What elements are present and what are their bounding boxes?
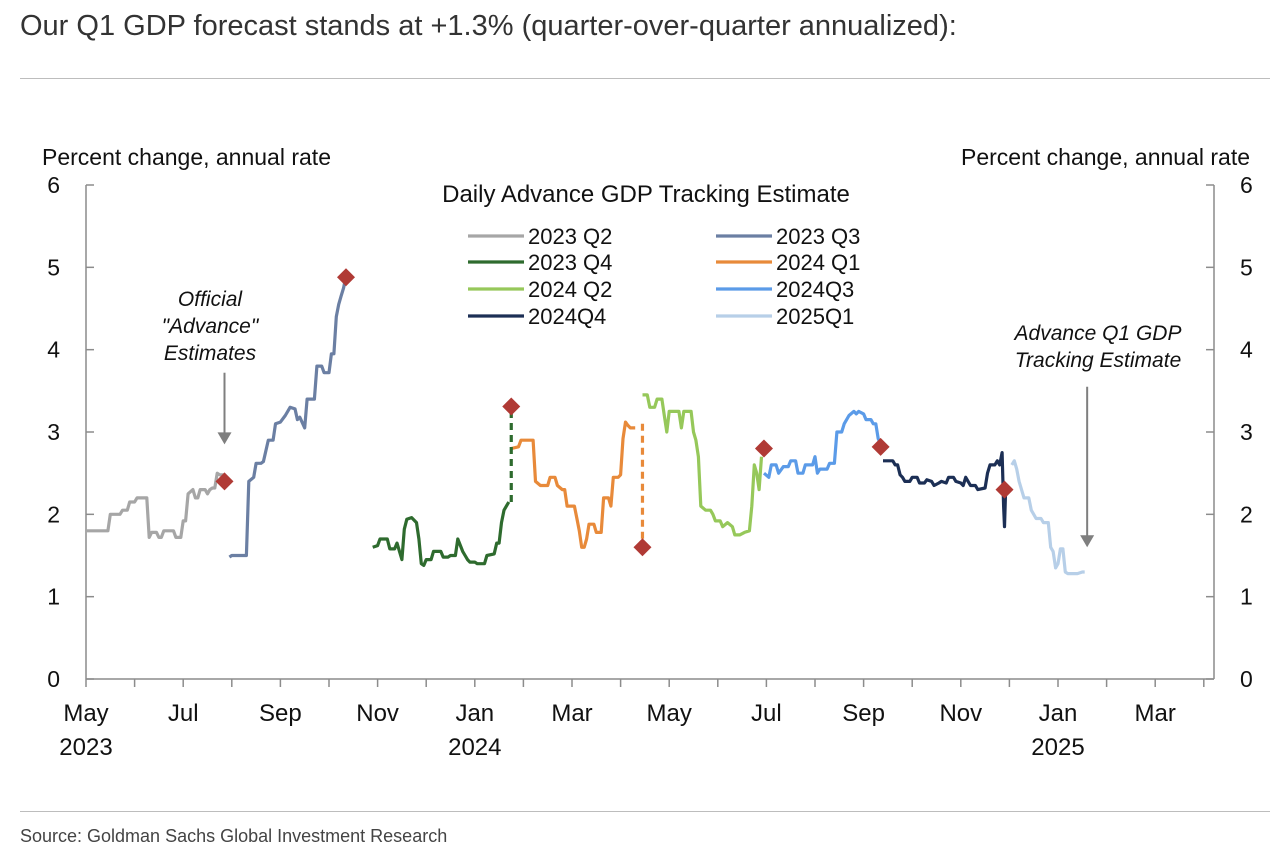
x-tick-year-label: 2024 <box>448 734 501 761</box>
x-tick-label: Nov <box>939 700 982 727</box>
y-tick-label-right: 1 <box>1240 584 1253 610</box>
y-axis-label-left: Percent change, annual rate <box>42 144 331 170</box>
x-tick-label: Jan <box>455 700 494 727</box>
annotation-official-text: Estimates <box>164 342 257 365</box>
x-tick-label: Sep <box>842 700 885 727</box>
y-tick-label-left: 4 <box>47 337 60 363</box>
series-line-2024-q2 <box>642 393 764 537</box>
source-note: Source: Goldman Sachs Global Investment … <box>20 826 448 846</box>
y-tick-label-left: 3 <box>47 419 60 445</box>
y-axis-label-right: Percent change, annual rate <box>961 144 1250 170</box>
annotation-q1-text: Tracking Estimate <box>1015 349 1182 372</box>
annotation-arrow-head <box>217 432 232 445</box>
y-tick-label-right: 4 <box>1240 337 1253 363</box>
legend-label: 2023 Q3 <box>776 224 860 249</box>
y-tick-label-left: 0 <box>47 666 60 692</box>
y-tick-label-right: 2 <box>1240 501 1253 527</box>
x-tick-label: Mar <box>551 700 592 727</box>
x-tick-label: Jul <box>751 700 782 727</box>
y-tick-label-right: 3 <box>1240 419 1253 445</box>
series-line-2023-q3 <box>228 275 348 559</box>
x-tick-label: May <box>647 700 692 727</box>
y-tick-label-left: 2 <box>47 501 60 527</box>
y-tick-label-right: 6 <box>1240 172 1253 198</box>
y-tick-label-right: 0 <box>1240 666 1253 692</box>
advance-estimate-marker <box>754 439 773 458</box>
series-line-2023-q2 <box>86 471 229 539</box>
x-tick-year-label: 2025 <box>1031 734 1084 761</box>
x-tick-year-label: 2023 <box>59 734 112 761</box>
chart-series <box>86 275 1085 576</box>
x-tick-label: Sep <box>259 700 302 727</box>
y-tick-label-left: 5 <box>47 254 60 280</box>
series-line-2024-q1 <box>510 420 636 549</box>
annotation-q1-text: Advance Q1 GDP <box>1013 322 1182 345</box>
advance-estimate-marker <box>215 472 234 491</box>
chart-title: Daily Advance GDP Tracking Estimate <box>442 181 850 208</box>
annotation-official-text: Official <box>178 288 244 311</box>
x-tick-label: Jul <box>168 700 199 727</box>
advance-estimate-marker <box>502 397 521 416</box>
legend-label: 2024 Q1 <box>776 250 860 275</box>
annotation-arrow-head <box>1080 535 1095 548</box>
legend-label: 2024 Q2 <box>528 277 612 302</box>
advance-estimate-marker <box>633 538 652 557</box>
series-line-2024q4 <box>883 451 1008 529</box>
annotation-official-text: "Advance" <box>162 315 260 338</box>
x-tick-label: May <box>63 700 108 727</box>
legend-label: 2024Q3 <box>776 277 854 302</box>
series-line-2024q3 <box>762 409 883 479</box>
advance-estimate-marker <box>871 437 890 456</box>
legend-label: 2023 Q4 <box>528 250 612 275</box>
advance-estimate-marker <box>337 268 356 287</box>
top-divider <box>20 78 1270 79</box>
series-line-2023-q4 <box>372 501 511 567</box>
y-tick-label-left: 1 <box>47 584 60 610</box>
chart-annotations: Official "Advance" Estimates Advance Q1 GDP… <box>162 288 1182 548</box>
y-tick-label-left: 6 <box>47 172 60 198</box>
page-headline: Our Q1 GDP forecast stands at +1.3% (qua… <box>20 10 957 42</box>
legend-label: 2024Q4 <box>528 304 606 329</box>
chart-markers <box>215 268 1014 557</box>
chart-axes: 0 0 1 1 2 2 3 3 4 4 5 5 6 6 May 2023 Jul Sep Nov Jan 2024 Mar… <box>47 172 1253 761</box>
series-line-2025q1 <box>1010 459 1085 576</box>
x-tick-label: Jan <box>1039 700 1078 727</box>
legend-label: 2025Q1 <box>776 304 854 329</box>
x-tick-label: Mar <box>1135 700 1176 727</box>
advance-estimate-marker <box>995 480 1014 499</box>
y-tick-label-right: 5 <box>1240 254 1253 280</box>
bottom-divider <box>20 811 1270 812</box>
legend-label: 2023 Q2 <box>528 224 612 249</box>
x-tick-label: Nov <box>356 700 399 727</box>
